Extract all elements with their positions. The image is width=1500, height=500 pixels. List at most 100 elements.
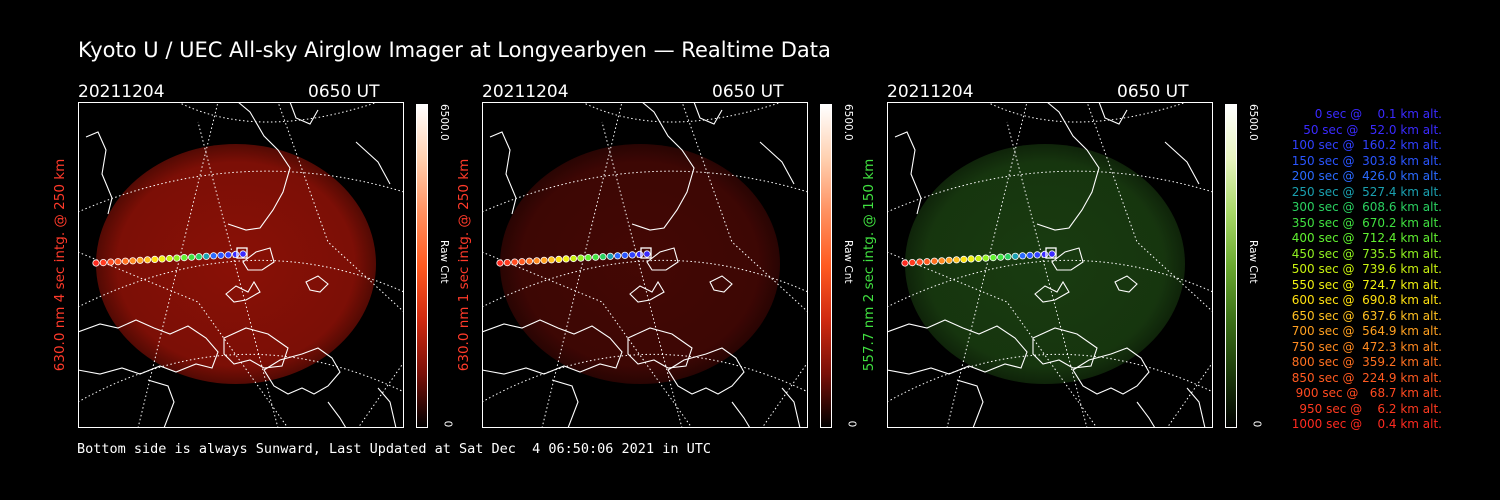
colorbar	[1225, 104, 1237, 428]
trajectory-point	[496, 259, 504, 267]
legend-entry: 850 sec @ 224.9 km alt.	[1291, 370, 1442, 385]
trajectory-point	[982, 254, 990, 262]
trajectory-point	[232, 250, 240, 258]
colorbar-unit-label: Raw Cnt	[1247, 240, 1259, 284]
trajectory-point	[224, 251, 232, 259]
trajectory-point	[643, 250, 651, 258]
trajectory-point	[1019, 252, 1027, 260]
trajectory-point	[592, 253, 600, 261]
trajectory-point	[518, 258, 526, 266]
trajectory-point	[916, 258, 924, 266]
colorbar-unit-label: Raw Cnt	[842, 240, 854, 284]
trajectory-point	[188, 253, 196, 261]
trajectory-point	[129, 257, 137, 265]
trajectory-point	[562, 255, 570, 263]
trajectory	[496, 247, 652, 267]
panel-557-2sec: 20211204 0650 UT 557.7 nm 2 sec intg. @ …	[861, 82, 1297, 432]
trajectory-point	[901, 259, 909, 267]
trajectory-point	[1041, 250, 1049, 258]
trajectory-point	[503, 259, 511, 267]
trajectory-point	[158, 255, 166, 263]
legend-entry: 250 sec @ 527.4 km alt.	[1291, 184, 1442, 199]
station-marker	[1045, 247, 1057, 259]
coastline	[887, 102, 1206, 428]
trajectory-point	[202, 252, 210, 260]
trajectory-point	[547, 256, 556, 264]
colorbar	[416, 104, 428, 428]
panel-date: 20211204	[887, 82, 974, 102]
trajectory-point	[960, 255, 968, 263]
trajectory-point	[217, 251, 225, 259]
trajectory	[901, 247, 1057, 267]
legend-entry: 800 sec @ 359.2 km alt.	[1291, 355, 1442, 369]
station-marker	[640, 247, 652, 259]
coastline	[482, 102, 801, 428]
trajectory-point	[599, 253, 607, 261]
trajectory-point	[908, 259, 916, 267]
trajectory-point	[930, 257, 939, 265]
panel-ylabel: 557.7 nm 2 sec intg. @ 150 km	[861, 158, 877, 372]
trajectory-point	[210, 252, 218, 260]
trajectory-point	[997, 253, 1005, 261]
trajectory-point	[555, 255, 563, 263]
map-frame	[887, 102, 1213, 428]
footer-status: Bottom side is always Sunward, Last Upda…	[77, 441, 711, 457]
airglow-field	[96, 144, 376, 384]
panel-date: 20211204	[482, 82, 569, 102]
panel-ylabel: 630.0 nm 1 sec intg. @ 250 km	[456, 158, 472, 372]
map-frame	[78, 102, 404, 428]
legend-entry: 50 sec @ 52.0 km alt.	[1303, 122, 1442, 137]
colorbar-min-label: 0	[845, 420, 858, 428]
legend-entry: 0 sec @ 0.1 km alt.	[1314, 107, 1442, 121]
trajectory-point	[1011, 252, 1019, 260]
trajectory-point	[606, 252, 614, 260]
trajectory-point	[114, 258, 122, 266]
graticule	[482, 102, 808, 428]
trajectory-point	[1033, 251, 1041, 259]
legend-entry: 400 sec @ 712.4 km alt.	[1291, 231, 1442, 245]
legend-entry: 550 sec @ 724.7 km alt.	[1291, 277, 1442, 292]
trajectory	[92, 247, 248, 267]
trajectory-point	[569, 254, 578, 263]
colorbar-min-label: 0	[1250, 420, 1263, 428]
trajectory-point	[99, 259, 107, 267]
trajectory-point	[143, 256, 152, 264]
map-frame	[482, 102, 808, 428]
colorbar-unit-label: Raw Cnt	[438, 240, 450, 284]
legend-entry: 650 sec @ 637.6 km alt.	[1291, 308, 1442, 323]
legend-entry: 350 sec @ 670.2 km alt.	[1291, 215, 1442, 230]
legend-entry: 950 sec @ 6.2 km alt.	[1299, 401, 1442, 416]
airglow-field	[905, 144, 1185, 384]
airglow-field	[500, 144, 780, 384]
legend-entry: 500 sec @ 739.6 km alt.	[1291, 262, 1442, 276]
trajectory-point	[923, 258, 931, 266]
panel-ylabel: 630.0 nm 4 sec intg. @ 250 km	[52, 158, 68, 372]
coastline	[78, 102, 397, 428]
airglow-map	[78, 102, 404, 428]
panel-time: 0650 UT	[712, 82, 784, 102]
trajectory-point	[938, 257, 946, 265]
panel-date: 20211204	[78, 82, 165, 102]
trajectory-point	[511, 258, 519, 266]
trajectory-point	[533, 257, 541, 265]
panel-time: 0650 UT	[1117, 82, 1189, 102]
legend-entry: 100 sec @ 160.2 km alt.	[1291, 138, 1442, 152]
trajectory-point	[151, 255, 159, 263]
trajectory-point	[636, 250, 644, 258]
altitude-legend: 0 sec @ 0.1 km alt. 50 sec @ 52.0 km alt…	[1262, 107, 1442, 433]
trajectory-point	[584, 254, 592, 262]
trajectory-point	[180, 254, 188, 262]
legend-entry: 700 sec @ 564.9 km alt.	[1291, 324, 1442, 338]
trajectory-point	[628, 251, 636, 259]
colorbar-min-label: 0	[441, 420, 454, 428]
legend-entry: 1000 sec @ 0.4 km alt.	[1291, 417, 1442, 431]
trajectory-point	[1004, 253, 1012, 261]
trajectory-point	[577, 254, 585, 262]
trajectory-point	[121, 257, 130, 265]
panel-630-1sec: 20211204 0650 UT 630.0 nm 1 sec intg. @ …	[456, 82, 892, 432]
legend-entry: 200 sec @ 426.0 km alt.	[1291, 169, 1442, 183]
trajectory-point	[1026, 251, 1034, 259]
trajectory-point	[974, 254, 983, 263]
trajectory-point	[952, 256, 961, 264]
legend-entry: 450 sec @ 735.5 km alt.	[1291, 246, 1442, 261]
